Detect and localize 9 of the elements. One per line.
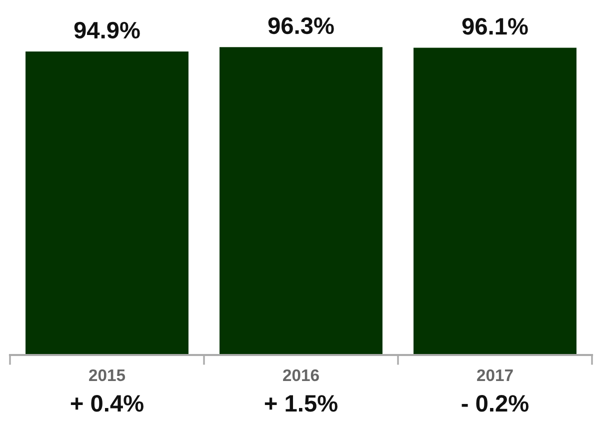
text: + 0.4% <box>70 395 144 412</box>
data-label: 94.9% <box>74 22 140 39</box>
x-tick-label: 2016 <box>283 369 319 382</box>
text: - 0.2% <box>462 395 528 412</box>
data-label: 96.3% <box>268 17 334 34</box>
data-label: 96.1% <box>462 18 528 35</box>
text: + 1.5% <box>264 395 338 412</box>
x-tick-label: 2017 <box>477 369 513 382</box>
x-tick-label: 2015 <box>89 369 126 382</box>
